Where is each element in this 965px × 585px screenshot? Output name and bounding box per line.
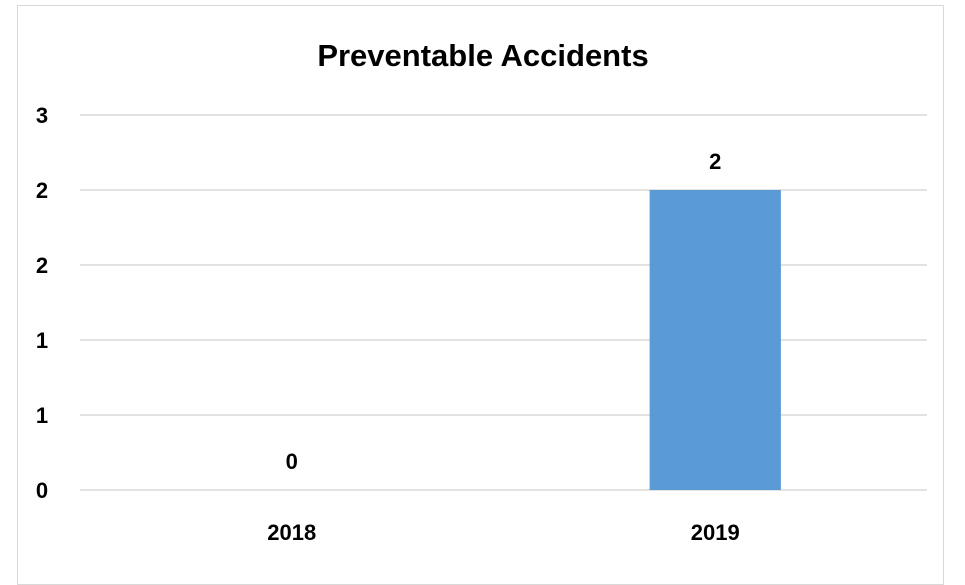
y-tick-label: 1: [36, 328, 48, 353]
y-tick-label: 1: [36, 403, 48, 428]
bar-2019: [649, 190, 781, 490]
y-tick-label: 3: [36, 103, 48, 128]
chart-title: Preventable Accidents: [317, 38, 648, 73]
y-tick-label: 2: [36, 178, 48, 203]
data-label-2019: 2: [709, 149, 721, 174]
bar-chart: Preventable Accidents 0 1 1 2 2 3 0 2018 2 2019: [36, 38, 927, 545]
x-tick-label-2019: 2019: [691, 520, 740, 545]
y-tick-label: 2: [36, 253, 48, 278]
x-tick-label-2018: 2018: [267, 520, 316, 545]
labels: 0 1 1 2 2 3 0 2018 2 2019: [36, 103, 740, 545]
bars: [649, 190, 781, 490]
chart-frame: [17, 5, 944, 585]
y-tick-label: 0: [36, 478, 48, 503]
gridlines: [80, 114, 927, 491]
data-label-2018: 0: [286, 449, 298, 474]
